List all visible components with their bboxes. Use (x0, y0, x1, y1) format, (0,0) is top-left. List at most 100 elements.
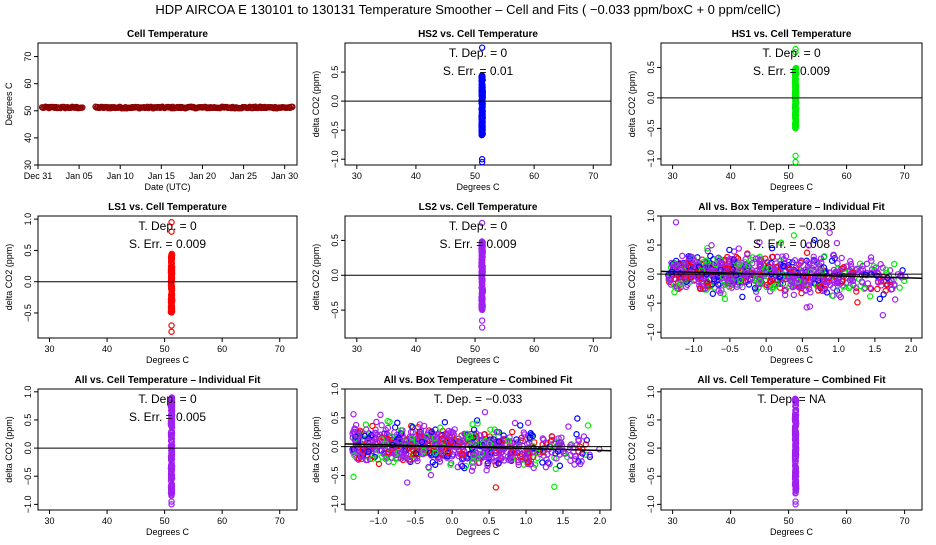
box-temperature-point (447, 434, 454, 441)
box-temperature-point (511, 419, 519, 427)
panel-title: LS1 vs. Cell Temperature (108, 202, 227, 213)
box-temperature-point (837, 266, 844, 274)
box-temperature-point (848, 264, 855, 271)
box-temperature-point (671, 288, 678, 296)
box-temperature-point (513, 436, 520, 443)
box-temperature-point (441, 419, 449, 426)
box-temperature-point (681, 260, 688, 267)
box-temperature-point (571, 461, 578, 468)
y-tick-label: −1.0 (330, 495, 340, 513)
box-temperature-point (527, 430, 534, 437)
box-temperature-point (428, 451, 436, 458)
x-tick-label: −0.5 (406, 516, 424, 526)
x-tick-label: 2.0 (594, 516, 607, 526)
cell-temperature-point (167, 471, 175, 478)
box-temperature-point (375, 460, 383, 468)
data-points (791, 395, 800, 508)
x-tick-label: Jan 20 (189, 171, 216, 181)
box-temperature-point (362, 456, 370, 464)
fit-annotation: S. Err. = 0.008 (753, 237, 830, 251)
cell-temperature-point (792, 443, 799, 451)
x-tick-label: 0.5 (483, 516, 496, 526)
x-tick-label: 30 (45, 344, 55, 354)
y-tick-label: −1.0 (646, 495, 656, 513)
outlier-point (478, 219, 486, 227)
box-temperature-point (574, 415, 581, 422)
box-temperature-point (810, 253, 817, 260)
box-temperature-point (833, 277, 841, 285)
box-temperature-point (756, 278, 764, 286)
x-tick-label: 50 (160, 344, 170, 354)
box-temperature-point (800, 279, 808, 286)
box-temperature-point (753, 275, 760, 282)
box-temperature-point (763, 281, 770, 289)
box-temperature-point (803, 249, 811, 256)
cell-temperature-point (168, 443, 175, 450)
cell-temperature-point (792, 472, 799, 480)
box-temperature-point (744, 251, 751, 258)
y-tick-label: −0.5 (330, 467, 340, 485)
plot-frame (344, 42, 612, 166)
x-tick-label: 1.0 (520, 516, 533, 526)
box-temperature-point (530, 464, 537, 472)
box-temperature-point (483, 467, 490, 474)
x-tick-label: 0.0 (446, 516, 459, 526)
cell-temperature-point (168, 487, 175, 495)
box-temperature-point (558, 434, 565, 441)
box-temperature-point (696, 285, 704, 292)
box-temperature-point (564, 453, 571, 461)
cell-temperature-point (791, 413, 799, 421)
outlier-point (168, 498, 175, 505)
box-temperature-point (485, 452, 492, 459)
box-temperature-point (420, 447, 427, 455)
y-tick-label: −0.5 (330, 301, 340, 319)
outlier-point (478, 324, 486, 331)
box-temperature-point (534, 449, 541, 457)
x-tick-label: 30 (668, 171, 678, 181)
box-temperature-point (726, 246, 733, 254)
box-temperature-point (864, 280, 872, 287)
cell-temperature-point (478, 97, 485, 104)
cell-temperature-point (792, 122, 799, 129)
fit-annotation: T. Dep. = NA (757, 392, 825, 406)
cell-temperature-point (792, 421, 800, 428)
y-tick-label: −1.0 (646, 150, 656, 168)
cell-temperature-point (792, 107, 799, 114)
box-temperature-point (879, 311, 887, 319)
box-temperature-point (854, 299, 861, 306)
box-temperature-point (546, 460, 553, 468)
box-temperature-point (447, 439, 455, 446)
x-tick-label: 70 (900, 516, 910, 526)
cell-temperature-point (168, 270, 175, 277)
box-temperature-point (373, 418, 380, 426)
box-temperature-point (350, 411, 357, 418)
box-temperature-point (444, 453, 451, 460)
cell-temperature-point (478, 131, 486, 139)
fit-annotation: T. Dep. = 0 (138, 392, 197, 406)
box-temperature-point (672, 219, 680, 226)
cell-temperature-point (792, 458, 799, 465)
box-temperature-point (447, 461, 454, 468)
cell-temperature-point (478, 295, 486, 303)
x-tick-label: Dec 31 (24, 171, 53, 181)
x-tick-label: 40 (411, 344, 421, 354)
box-temperature-point (386, 418, 393, 426)
x-tick-label: 70 (588, 344, 598, 354)
box-temperature-point (817, 267, 824, 274)
x-tick-label: 60 (217, 344, 227, 354)
y-axis-label: delta CO2 (ppm) (311, 71, 321, 138)
x-tick-label: 70 (275, 516, 285, 526)
panel-title: All vs. Box Temperature – Combined Fit (384, 375, 573, 386)
box-temperature-point (785, 272, 792, 280)
panel-all-vs-cell-individual: All vs. Cell Temperature – Individual Fi… (4, 375, 298, 537)
box-temperature-point (769, 253, 777, 261)
box-temperature-point (845, 284, 853, 292)
x-axis-label: Degrees C (456, 527, 500, 537)
box-temperature-point (357, 453, 364, 461)
x-tick-label: 0.0 (760, 344, 773, 354)
cell-temperature-point (478, 265, 486, 273)
box-temperature-point (456, 438, 463, 446)
box-temperature-point (724, 278, 732, 285)
box-temperature-point (777, 239, 785, 246)
x-tick-label: Jan 30 (271, 171, 298, 181)
